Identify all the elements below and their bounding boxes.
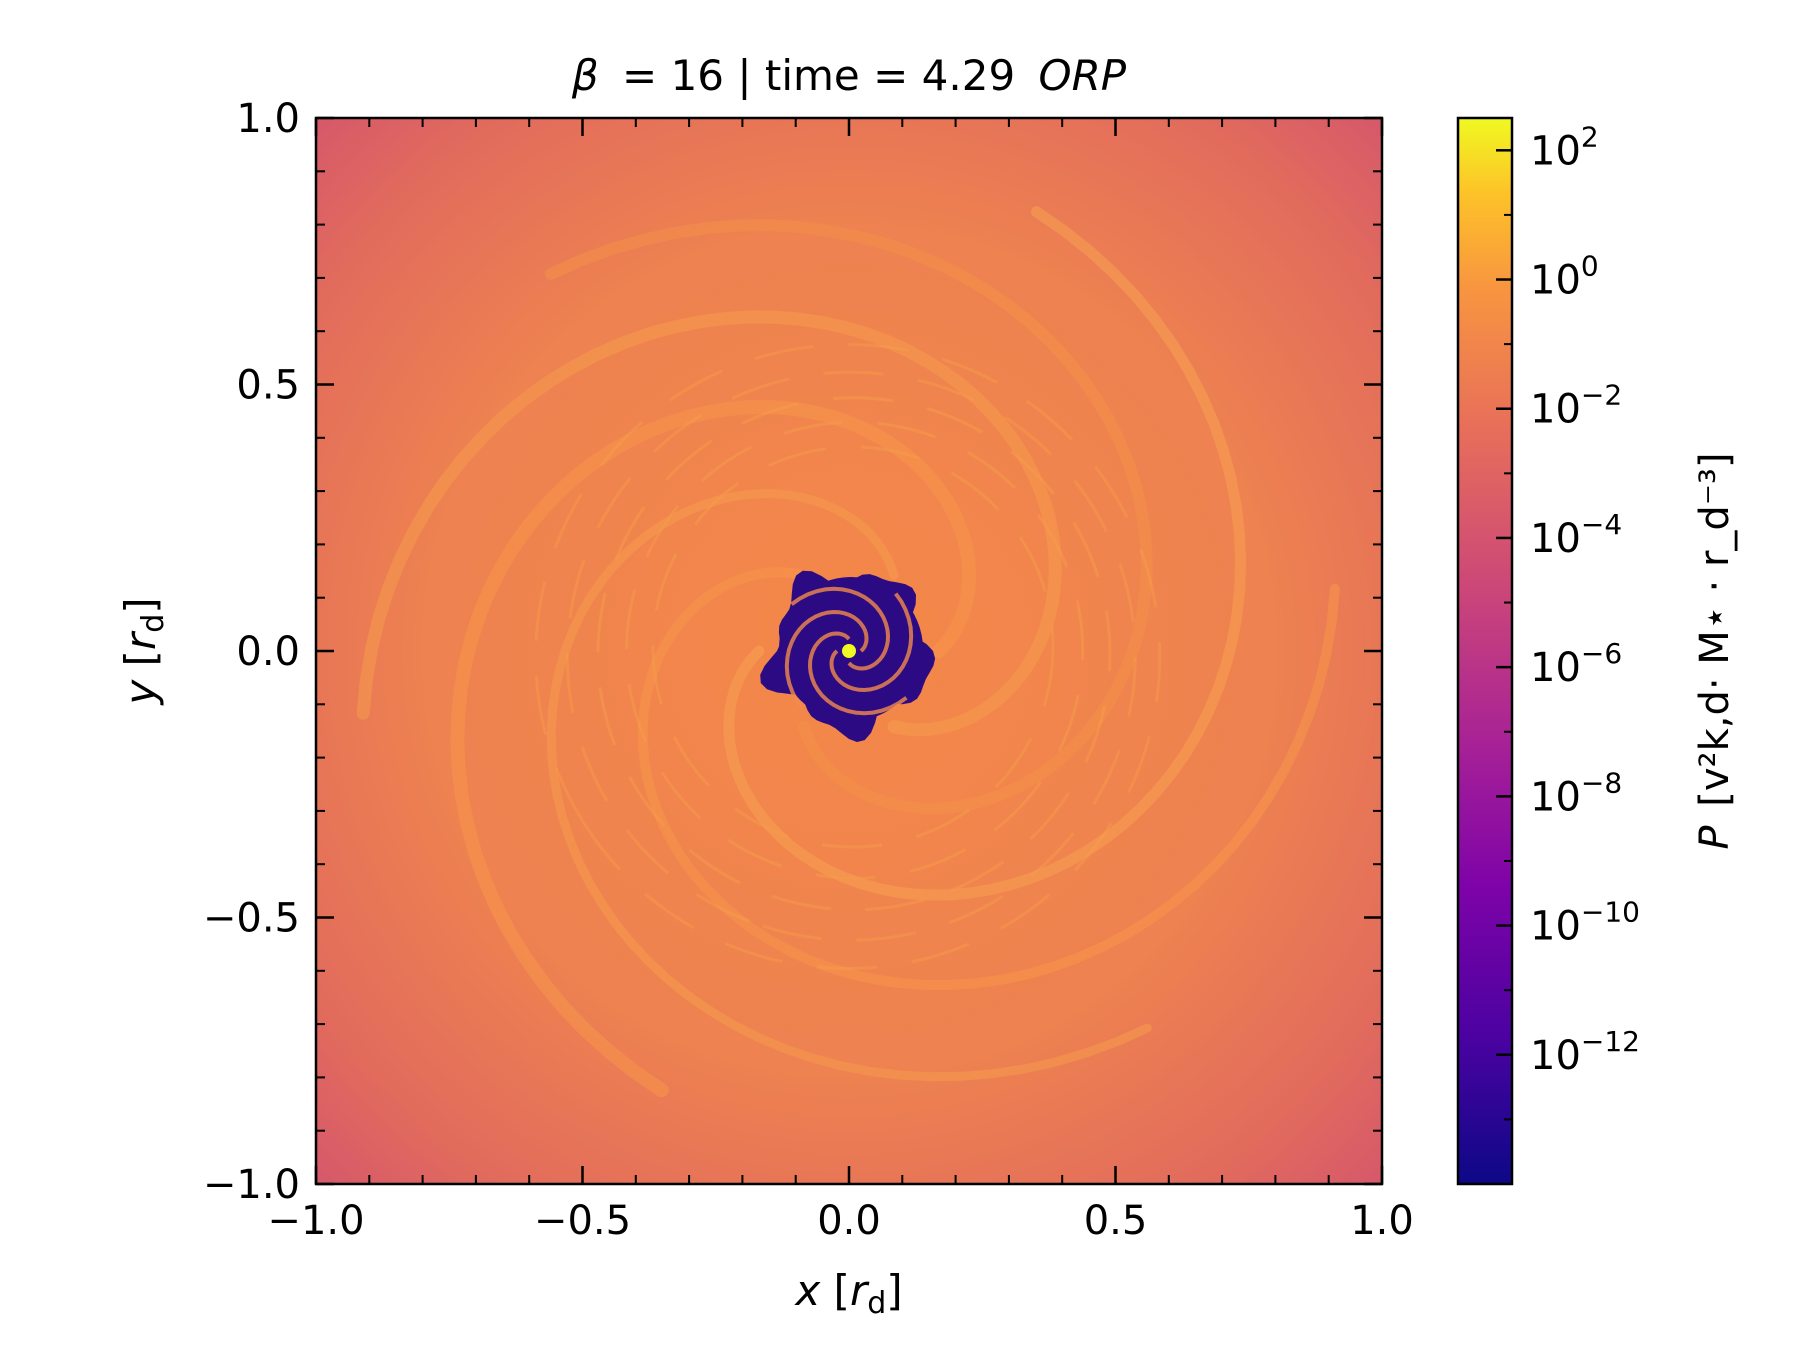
y-tick-label: 0.5 [236, 363, 300, 409]
spiral-arm [450, 399, 977, 1098]
ring-filament [596, 396, 1112, 912]
y-tick-label: 0.0 [236, 629, 300, 675]
x-tick-label: 0.0 [817, 1198, 881, 1244]
colorbar-tick-label: 10−8 [1530, 766, 1622, 820]
colorbar-tick-label: 100 [1530, 250, 1599, 304]
cavity-filament [784, 609, 869, 710]
y-axis-label: y [rd] [116, 597, 171, 706]
cavity-filament [790, 586, 891, 671]
spiral-arms [356, 206, 1340, 1098]
x-tick-label: −1.0 [267, 1198, 364, 1244]
spiral-arm [723, 206, 1247, 901]
colorbar-tick-label: 10−6 [1530, 637, 1622, 691]
x-ticks: −1.0 −0.5 0.0 0.5 1.0 [267, 118, 1414, 1244]
colorbar-tick-label: 10−2 [1530, 379, 1622, 433]
spiral-arm [546, 489, 1152, 1082]
colorbar-tick-label: 10−4 [1530, 508, 1622, 562]
x-tick-label: 0.5 [1084, 1198, 1148, 1244]
y-tick-label: −1.0 [203, 1162, 300, 1208]
chart-title: β = 16 | time = 4.29 ORP [571, 51, 1127, 100]
spiral-arm [356, 310, 1062, 737]
y-tick-label: −0.5 [203, 896, 300, 942]
ring-filament [625, 420, 1085, 880]
x-tick-label: −0.5 [534, 1198, 631, 1244]
cavity-filament [829, 592, 914, 693]
colorbar-tick-label: 10−10 [1530, 896, 1640, 950]
colorbar-gradient [1456, 116, 1514, 1186]
title-unit: ORP [1039, 51, 1127, 100]
ring-filament [534, 343, 1162, 971]
ring-filament [651, 445, 1055, 849]
heatmap [316, 118, 1382, 1184]
colorbar-tick-label: 10−12 [1530, 1025, 1640, 1079]
title-main: = 16 | time = 4.29 [622, 51, 1015, 100]
x-axis-label: x [rd] [793, 1266, 902, 1321]
y-tick-label: 1.0 [236, 96, 300, 142]
colorbar-tick-label: 102 [1530, 120, 1599, 174]
cavity-filament [807, 631, 908, 716]
colorbar: 102 100 10−2 10−4 10−6 10−8 10−10 10−12 [1456, 116, 1640, 1186]
colorbar-ticks: 102 100 10−2 10−4 10−6 10−8 10−10 10−12 [1496, 120, 1640, 1121]
inner-cavity [760, 570, 936, 742]
spiral-arm [637, 567, 1340, 991]
central-star [842, 644, 856, 658]
y-ticks: −1.0 −0.5 0.0 0.5 1.0 [203, 96, 1382, 1208]
spiral-arm [544, 219, 1153, 815]
colorbar-label: P [v²k,d· M⋆ · r_d⁻³] [1692, 452, 1738, 849]
ring-filament [565, 370, 1137, 942]
title-beta: β [571, 51, 599, 100]
x-tick-label: 1.0 [1350, 1198, 1414, 1244]
axes: −1.0 −0.5 0.0 0.5 1.0 −1.0 −0.5 0.0 0.5 1.0 [203, 96, 1414, 1244]
